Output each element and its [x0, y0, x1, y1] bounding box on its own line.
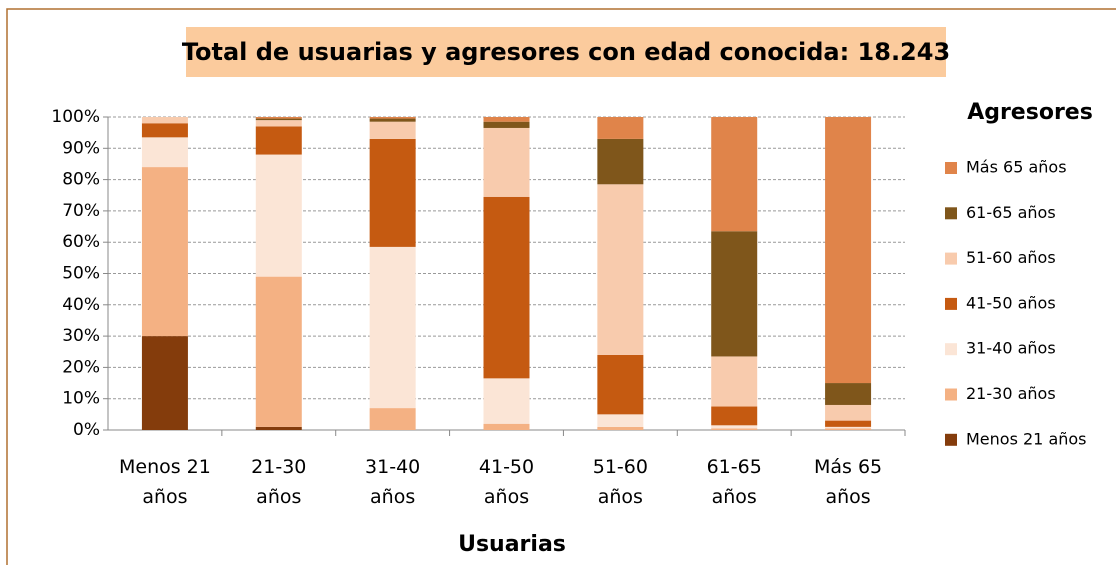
legend-label: 51-60 años — [966, 248, 1056, 267]
frame — [6, 8, 1116, 565]
bar-segment — [141, 167, 188, 337]
bar-segment — [711, 356, 758, 407]
legend-swatch — [945, 297, 957, 310]
y-tick-label: 70% — [62, 201, 100, 221]
x-axis-title: Usuarias — [458, 532, 566, 557]
x-tick-label-line: Más 65 — [814, 456, 882, 478]
bar-segment — [597, 117, 644, 139]
bar-segment — [141, 117, 188, 124]
bar-segment — [825, 404, 872, 421]
x-tick-label-line: 31-40 — [365, 456, 420, 478]
legend-label: 31-40 años — [966, 339, 1056, 358]
legend-swatch — [945, 252, 957, 265]
x-tick-label-line: años — [256, 486, 301, 508]
bar-segment — [369, 138, 416, 247]
x-tick-label-line: años — [370, 486, 415, 508]
bar-segment — [369, 121, 416, 139]
x-tick-label-line: años — [712, 486, 757, 508]
x-tick-label: 41-50 años — [479, 456, 534, 508]
x-tick-label-line: años — [142, 486, 187, 508]
bar-segment — [597, 414, 644, 427]
title-box — [186, 27, 946, 77]
bar-segment — [483, 117, 530, 122]
bar-segment — [597, 138, 644, 185]
y-tick-label: 0% — [73, 420, 100, 440]
bar-segment — [369, 408, 416, 430]
bar-segment — [825, 428, 872, 430]
bar-segment — [255, 120, 302, 127]
x-tick-label-line: 21-30 — [251, 456, 306, 478]
legend-swatch — [945, 207, 957, 220]
bar-segment — [255, 426, 302, 430]
x-tick-label: Menos 21 años — [119, 456, 211, 508]
bar-segment — [483, 378, 530, 424]
y-tick-label: 60% — [62, 232, 100, 252]
bar-segment — [141, 137, 188, 168]
bar-segment — [597, 354, 644, 415]
bar-segment — [825, 383, 872, 405]
y-tick-label: 90% — [62, 138, 100, 158]
bar-segment — [483, 121, 530, 128]
legend-swatch — [945, 388, 957, 401]
bar-segment — [141, 123, 188, 138]
bar-segment — [483, 127, 530, 197]
y-tick-label: 30% — [62, 326, 100, 346]
legend-swatch — [945, 162, 957, 174]
x-tick-label-line: años — [825, 486, 870, 508]
chart-title: Total de usuarias y agresores con edad c… — [182, 38, 950, 66]
legend-label: 41-50 años — [966, 293, 1056, 312]
bar-segment — [483, 196, 530, 379]
x-tick-label: 51-60 años — [593, 456, 648, 508]
bar-segment — [255, 117, 302, 119]
bar-segment — [711, 425, 758, 429]
y-tick-label: 40% — [62, 295, 100, 315]
legend-label: 21-30 años — [966, 384, 1056, 403]
bar-segment — [255, 276, 302, 427]
bar-segment — [711, 231, 758, 357]
x-tick-label-line: años — [598, 486, 643, 508]
y-tick-label: 20% — [62, 357, 100, 377]
x-tick-label-line: 61-65 — [707, 456, 762, 478]
bar-segment — [711, 117, 758, 232]
bar-segment — [825, 117, 872, 384]
x-tick-label: 21-30 años — [251, 456, 306, 508]
y-tick-label: 10% — [62, 389, 100, 409]
x-tick-label-line: Menos 21 — [119, 456, 211, 478]
bar-segment — [825, 420, 872, 427]
bar-segment — [483, 423, 530, 430]
x-tick-label-line: años — [484, 486, 529, 508]
bar-segment — [369, 118, 416, 122]
y-tick-label: 50% — [62, 264, 100, 284]
bar-segment — [711, 428, 758, 430]
legend-title: Agresores — [967, 100, 1093, 125]
x-tick-label-line: 41-50 — [479, 456, 534, 478]
legend-label: 61-65 años — [966, 203, 1056, 222]
bar-segment — [369, 117, 416, 119]
x-tick-label: Más 65 años — [814, 456, 882, 508]
x-tick-label: 61-65 años — [707, 456, 762, 508]
bar-segment — [597, 184, 644, 355]
bar-segment — [255, 154, 302, 277]
bar-segment — [255, 126, 302, 155]
y-tick-label: 80% — [62, 170, 100, 190]
legend-swatch — [945, 343, 957, 356]
bar-segment — [255, 118, 302, 121]
bar-segment — [369, 246, 416, 409]
y-tick-label: 100% — [51, 107, 100, 127]
legend-label: Más 65 años — [966, 158, 1067, 177]
legend-label: Menos 21 años — [966, 429, 1087, 448]
legend-swatch — [945, 433, 957, 446]
x-tick-label: 31-40 años — [365, 456, 420, 508]
bar-segment — [597, 426, 644, 430]
bar-segment — [711, 406, 758, 426]
bar-segment — [141, 336, 188, 430]
x-tick-label-line: 51-60 — [593, 456, 648, 478]
bar-segment — [825, 426, 872, 429]
